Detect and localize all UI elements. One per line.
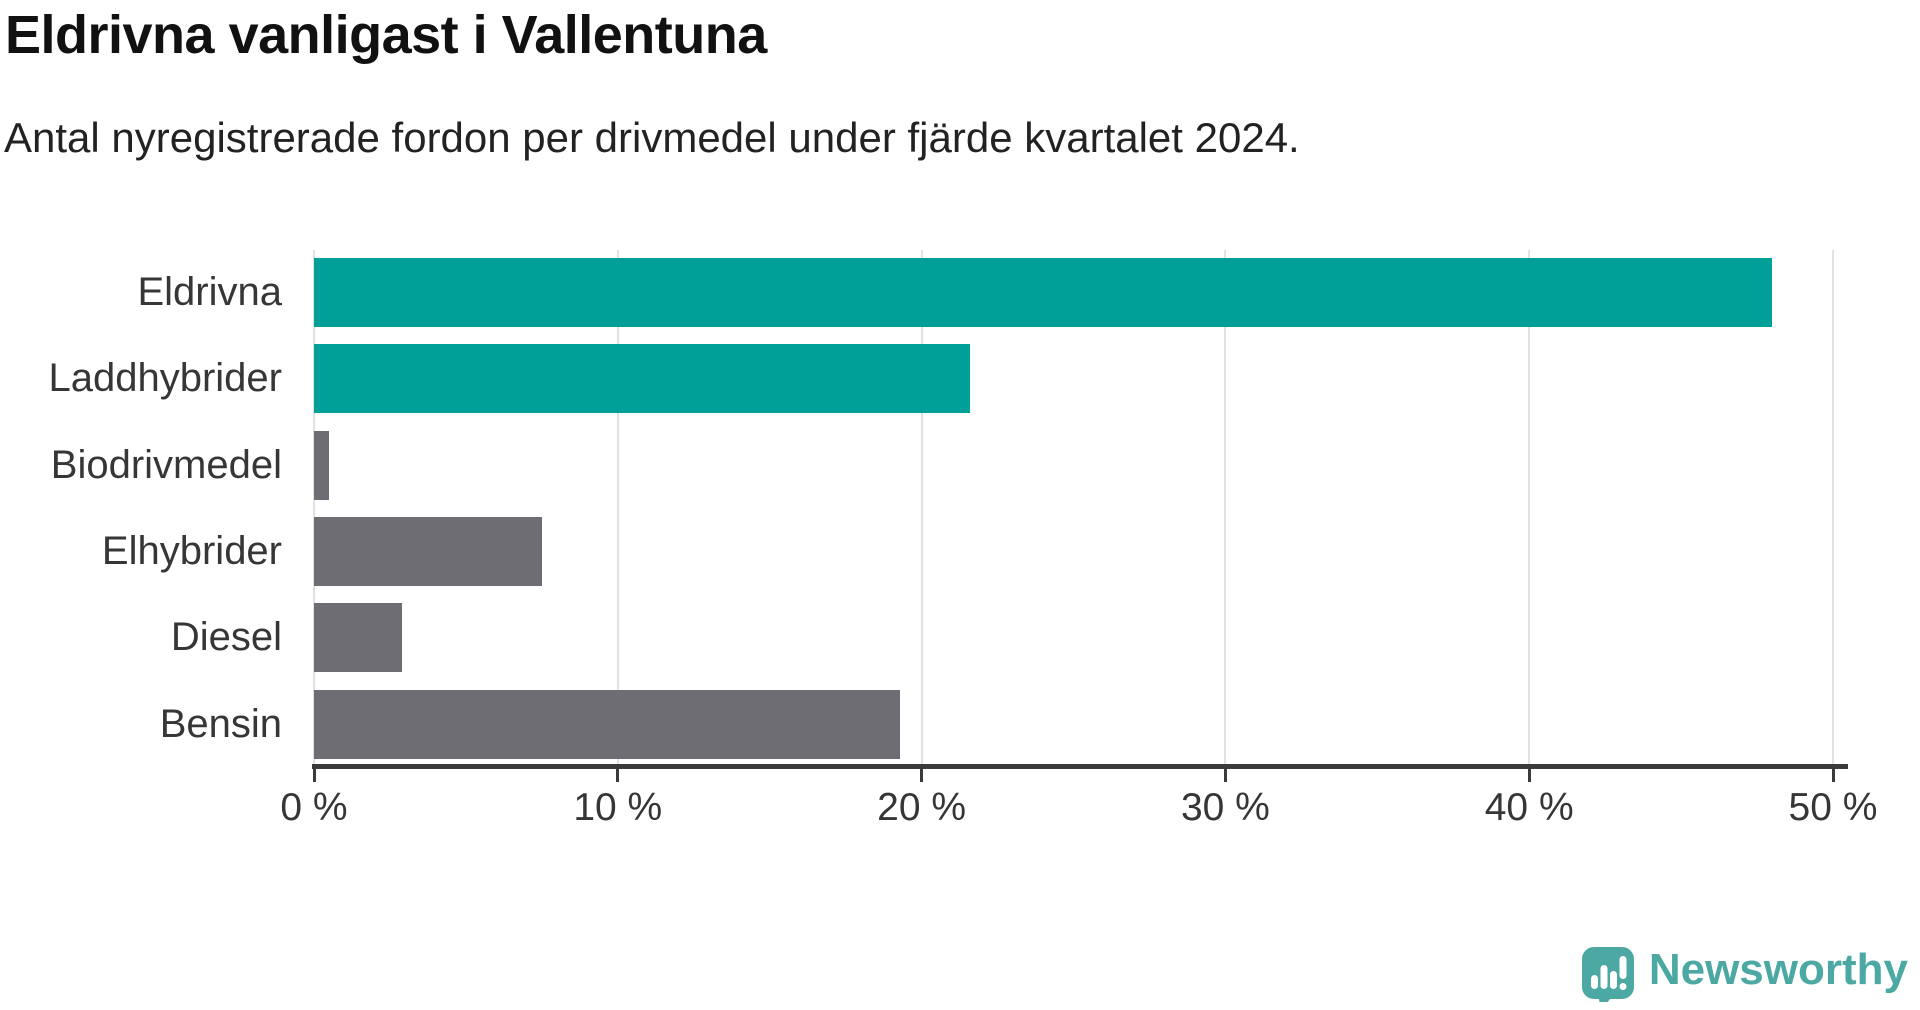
plot-area [313, 250, 1834, 766]
category-label-eldrivna: Eldrivna [137, 270, 282, 314]
category-label-laddhybrider: Laddhybrider [48, 356, 283, 401]
brand-footer: Newsworthy [1581, 946, 1908, 1002]
bar-laddhybrider [314, 344, 971, 414]
x-tick-50 [1831, 769, 1835, 782]
bar-elhybrider [314, 516, 542, 586]
category-label-biodrivmedel: Biodrivmedel [50, 442, 282, 487]
category-label-diesel: Diesel [170, 615, 282, 660]
x-tick-30 [1223, 769, 1227, 782]
x-tick-label-50: 50 % [1788, 786, 1878, 829]
category-label-bensin: Bensin [159, 701, 282, 746]
gridline-40 [1528, 250, 1531, 766]
x-tick-0 [312, 769, 316, 782]
newsworthy-logo-icon [1581, 947, 1634, 1002]
x-tick-label-10: 10 % [573, 786, 663, 829]
gridline-10 [616, 250, 619, 766]
gridline-20 [920, 250, 923, 766]
gridline-50 [1832, 250, 1834, 766]
x-tick-label-20: 20 % [877, 786, 967, 829]
x-tick-label-0: 0 % [280, 786, 348, 829]
x-tick-label-30: 30 % [1180, 786, 1270, 829]
x-tick-label-40: 40 % [1484, 786, 1574, 829]
bar-biodrivmedel [314, 430, 330, 500]
chart-subtitle: Antal nyregistrerade fordon per drivmede… [4, 114, 1300, 161]
x-axis-line [312, 764, 1848, 769]
x-tick-10 [616, 769, 620, 782]
x-tick-40 [1527, 769, 1531, 782]
chart-title: Eldrivna vanligast i Vallentuna [5, 5, 767, 65]
bar-bensin [314, 689, 901, 759]
bar-eldrivna [314, 258, 1773, 327]
brand-name: Newsworthy [1648, 945, 1908, 994]
x-tick-20 [920, 769, 924, 782]
bar-diesel [314, 603, 403, 673]
y-axis-category-labels: Eldrivna Laddhybrider Biodrivmedel Elhybrid… [0, 250, 292, 766]
gridline-30 [1224, 250, 1227, 766]
category-label-elhybrider: Elhybrider [101, 528, 282, 573]
gridline-0 [313, 250, 315, 766]
